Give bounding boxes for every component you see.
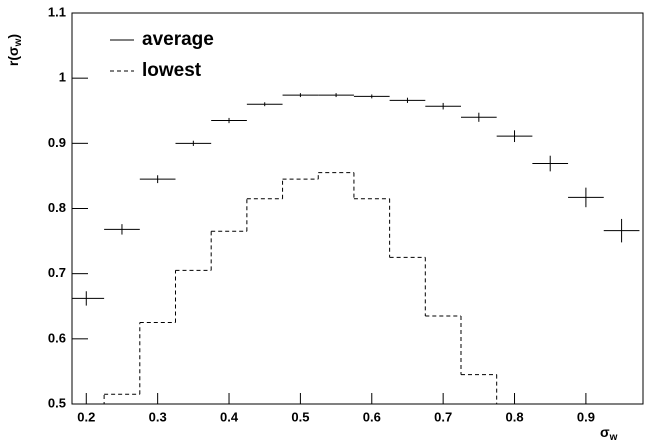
y-tick-label: 0.5	[48, 395, 66, 410]
x-tick-label: 0.2	[77, 409, 95, 424]
x-tick-label: 0.9	[577, 409, 595, 424]
plot-area	[72, 93, 640, 404]
y-label-end: )	[5, 34, 21, 39]
x-tick-label: 0.4	[220, 409, 239, 424]
x-label-sub: w	[609, 432, 618, 443]
x-tick-label: 0.5	[291, 409, 309, 424]
y-tick-label: 0.9	[48, 135, 66, 150]
x-label-main: σ	[600, 424, 610, 440]
y-tick-label: 0.6	[48, 330, 66, 345]
y-tick-label: 1	[59, 70, 66, 85]
legend-label: lowest	[142, 60, 202, 81]
x-tick-label: 0.3	[149, 409, 167, 424]
y-label-sub: w	[13, 38, 24, 47]
legend-label: average	[142, 29, 214, 50]
x-tick-label: 0.6	[363, 409, 381, 424]
y-label-main: r(σ	[5, 46, 21, 66]
y-tick-label: 0.8	[48, 200, 66, 215]
y-tick-label: 0.7	[48, 265, 66, 280]
x-axis-label: σw	[600, 424, 618, 443]
y-tick-label: 1.1	[48, 4, 66, 19]
y-axis-label: r(σw)	[5, 34, 24, 66]
x-tick-label: 0.7	[434, 409, 452, 424]
x-tick-label: 0.8	[505, 409, 523, 424]
